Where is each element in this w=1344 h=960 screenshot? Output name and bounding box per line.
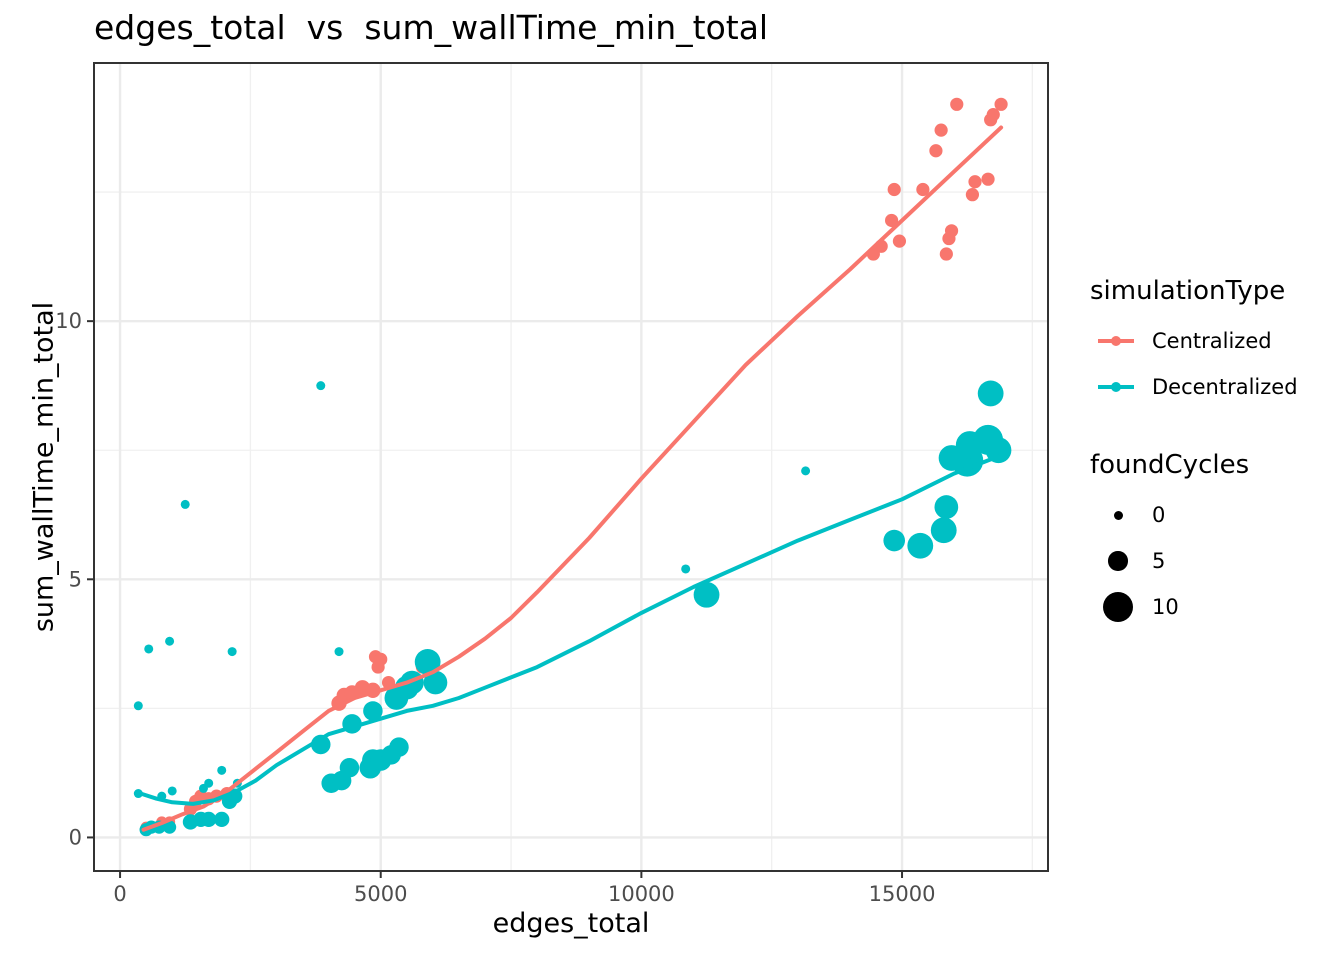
decentralized-point — [227, 647, 237, 657]
decentralized-point — [217, 765, 227, 775]
legend-key-decentralized — [1090, 364, 1146, 410]
centralized-point — [939, 247, 953, 261]
x-tick-label: 0 — [113, 882, 126, 906]
decentralized-point — [144, 644, 154, 654]
legend-label-decentralized: Decentralized — [1152, 375, 1298, 399]
size-legend-item-5: 5 — [1090, 538, 1340, 584]
decentralized-point — [167, 786, 177, 796]
size-key-dot-10 — [1103, 592, 1133, 622]
decentralized-point — [977, 380, 1004, 407]
x-tick-label: 15000 — [869, 882, 936, 906]
decentralized-point — [165, 636, 175, 646]
data-points — [133, 97, 1012, 837]
decentralized-point — [414, 649, 441, 675]
x-tick-label: 10000 — [608, 882, 675, 906]
centralized-point — [986, 108, 1000, 122]
decentralized-point — [204, 778, 214, 788]
centralized-point — [950, 97, 964, 111]
decentralized-point — [883, 529, 906, 552]
centralized-point — [944, 224, 959, 238]
decentralized-point — [801, 466, 811, 476]
smooth-lines — [138, 125, 1004, 832]
minor-gridlines — [94, 63, 1048, 871]
decentralized-point — [681, 564, 691, 574]
size-legend-title: foundCycles — [1090, 450, 1250, 480]
decentralized-point — [423, 670, 448, 695]
axis-ticks: 0 5000 10000 15000 0 5 10 — [55, 309, 935, 906]
centralized-point — [994, 97, 1008, 111]
decentralized-point — [934, 495, 959, 519]
legend-label-centralized: Centralized — [1152, 329, 1272, 353]
centralized-point — [916, 182, 930, 197]
y-tick-label: 5 — [69, 567, 82, 591]
chart-title: edges_total vs sum_wallTime_min_total — [94, 8, 769, 47]
decentralized-point — [201, 811, 217, 828]
decentralized-point — [693, 581, 720, 608]
legend-key-centralized — [1090, 318, 1146, 364]
decentralized-point — [930, 517, 957, 544]
size-legend-label-0: 0 — [1152, 503, 1166, 527]
decentralized-point — [907, 532, 934, 559]
centralized-point — [934, 123, 948, 137]
decentralized-point — [339, 757, 360, 778]
decentralized-point — [133, 701, 143, 711]
y-tick-label: 0 — [69, 825, 82, 849]
centralized-point — [885, 213, 899, 228]
decentralized-point — [363, 701, 383, 721]
centralized-point — [965, 188, 980, 202]
panel-border — [93, 62, 1049, 872]
legend-item-decentralized: Decentralized — [1090, 364, 1340, 410]
size-legend-item-10: 10 — [1090, 584, 1340, 630]
size-legend-label-10: 10 — [1152, 595, 1179, 619]
y-tick-label: 10 — [55, 309, 82, 333]
centralized-point — [374, 652, 388, 666]
x-axis-title: edges_total — [492, 908, 650, 939]
decentralized-point — [214, 811, 230, 828]
x-tick-label: 5000 — [354, 882, 407, 906]
centralized-smooth-line — [141, 125, 1004, 832]
color-legend-title: simulationType — [1090, 276, 1286, 306]
size-legend-item-0: 0 — [1090, 492, 1340, 538]
size-legend-label-5: 5 — [1152, 549, 1166, 573]
centralized-point — [981, 172, 995, 186]
decentralized-point — [334, 647, 344, 657]
decentralized-point — [316, 381, 326, 391]
decentralized-point — [133, 789, 143, 799]
centralized-point — [892, 234, 907, 248]
centralized-point — [887, 182, 901, 197]
decentralized-point — [389, 737, 409, 757]
major-gridlines — [94, 63, 1048, 871]
decentralized-point — [985, 437, 1012, 464]
y-axis-title: sum_wallTime_min_total — [28, 301, 60, 633]
legend: simulationType Centralized Decentralized… — [1090, 276, 1340, 630]
centralized-point — [968, 175, 982, 189]
decentralized-smooth-line — [138, 453, 1004, 806]
size-key-dot-0 — [1113, 510, 1123, 520]
size-key-dot-5 — [1108, 551, 1128, 571]
legend-item-centralized: Centralized — [1090, 318, 1340, 364]
decentralized-point — [162, 820, 177, 834]
decentralized-point — [180, 499, 190, 509]
centralized-point — [929, 144, 943, 158]
